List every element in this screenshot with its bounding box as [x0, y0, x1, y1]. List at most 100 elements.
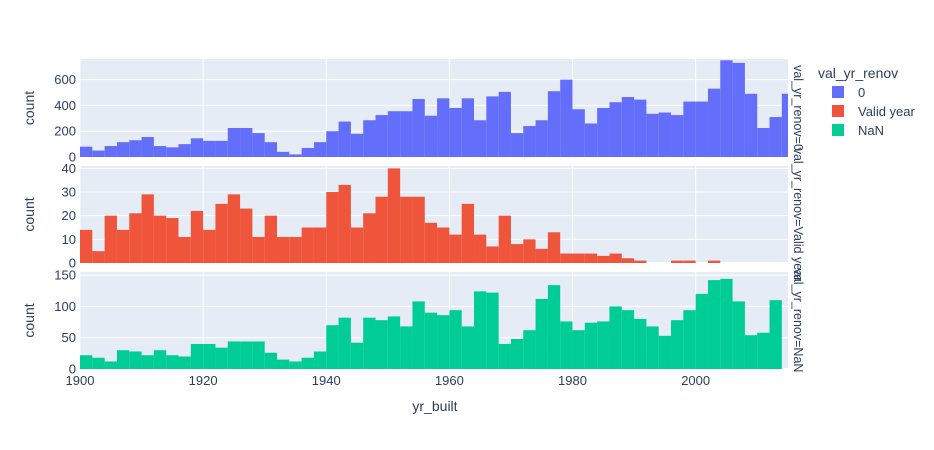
histogram-bar [203, 140, 216, 157]
histogram-bar [671, 115, 684, 157]
histogram-bar [412, 301, 425, 369]
histogram-bar [707, 280, 721, 369]
histogram-bar [400, 196, 413, 263]
histogram-bar [116, 229, 130, 263]
histogram-bar [671, 320, 684, 369]
histogram-bar [707, 260, 721, 263]
histogram-bar [461, 326, 475, 369]
histogram-bar [166, 218, 179, 263]
histogram-bar [486, 96, 499, 157]
histogram-bar [683, 260, 696, 263]
histogram-bar [609, 306, 622, 369]
histogram-bar [744, 93, 758, 157]
histogram-bar [116, 142, 130, 157]
histogram-bar [215, 347, 228, 369]
legend-swatch [832, 105, 844, 117]
legend-label: 0 [858, 85, 865, 100]
histogram-bar [597, 108, 610, 157]
histogram-bar [646, 326, 659, 369]
histogram-bar [240, 208, 253, 263]
histogram-bar [486, 246, 499, 263]
y-tick-label: 400 [54, 98, 76, 113]
histogram-bar [572, 330, 585, 369]
histogram-bar [153, 350, 167, 369]
histogram-bar [547, 91, 561, 157]
histogram-bar [104, 361, 117, 369]
histogram-bar [363, 213, 376, 263]
histogram-bar [264, 142, 278, 157]
histogram-bar [424, 312, 438, 369]
histogram-bar [609, 253, 622, 263]
y-axis-title: count [21, 197, 37, 231]
histogram-bar [363, 120, 376, 157]
histogram-bar [375, 320, 388, 369]
histogram-bar [560, 321, 573, 369]
x-tick-label: 1960 [435, 373, 464, 388]
histogram-bar [215, 140, 228, 157]
x-tick-label: 1920 [189, 373, 218, 388]
histogram-bar [313, 351, 327, 369]
histogram-bar [720, 60, 733, 157]
facet-panel-2: 0 50 100 150 count val_yr_renov=NaN [21, 268, 805, 377]
histogram-bar [289, 361, 302, 369]
histogram-bar [277, 359, 290, 369]
histogram-bar [190, 343, 204, 369]
histogram-bar [683, 310, 696, 369]
facet-panel-1: 0 10 20 30 40 count val_yr_renov=Valid year [21, 148, 805, 282]
histogram-bar [116, 350, 130, 369]
histogram-bar [597, 255, 610, 263]
histogram-bar [547, 285, 561, 369]
histogram-bar [252, 236, 265, 263]
histogram-bar [215, 203, 228, 263]
histogram-bar [523, 126, 536, 157]
histogram-bar [387, 168, 401, 263]
histogram-bar [289, 154, 302, 157]
y-tick-label: 100 [54, 299, 76, 314]
histogram-bar [363, 317, 376, 369]
histogram-bar [621, 310, 635, 369]
histogram-bar [584, 322, 598, 369]
histogram-bar [535, 120, 548, 157]
histogram-bar [621, 97, 635, 157]
x-tick-label: 2000 [681, 373, 710, 388]
facet-label: val_yr_renov=NaN [791, 269, 805, 373]
y-tick-label: 0 [69, 256, 76, 271]
histogram-bar [227, 194, 241, 263]
histogram-bar [695, 101, 708, 157]
histogram-bar [289, 236, 302, 263]
histogram-bar [547, 232, 561, 263]
facet-panel-0: 0 200 400 600 count val_yr_renov=0 [21, 59, 805, 165]
histogram-bar [264, 352, 278, 369]
histogram-bar [400, 111, 413, 157]
facet-label: val_yr_renov=Valid year [791, 148, 805, 282]
histogram-bar [437, 315, 450, 369]
histogram-bar [240, 341, 253, 369]
histogram-bar [720, 278, 733, 369]
histogram-bar [301, 147, 314, 157]
histogram-bar [141, 355, 154, 369]
histogram-bar [264, 215, 278, 263]
histogram-bar [387, 316, 401, 369]
histogram-bar [535, 248, 548, 263]
histogram-bar [252, 133, 265, 157]
legend-items: 0 Valid year NaN [832, 85, 916, 138]
legend-item: 0 [832, 85, 865, 100]
histogram-bar [80, 355, 93, 369]
histogram-bar [757, 127, 770, 157]
histogram-bar [400, 326, 413, 369]
histogram-bar [92, 357, 105, 369]
y-tick-label: 10 [62, 232, 76, 247]
histogram-bar [523, 330, 536, 369]
histogram-bar [498, 215, 511, 263]
y-tick-label: 50 [62, 330, 76, 345]
histogram-bar [387, 111, 401, 157]
histogram-bar [326, 192, 339, 263]
histogram-bar [412, 98, 425, 157]
legend-label: Valid year [858, 104, 916, 119]
y-axis-title: count [21, 91, 37, 125]
histogram-bar [338, 184, 351, 263]
histogram-bar [301, 357, 314, 369]
histogram-bar [153, 146, 167, 157]
histogram-bar [634, 318, 647, 369]
legend-title: val_yr_renov [818, 65, 898, 81]
